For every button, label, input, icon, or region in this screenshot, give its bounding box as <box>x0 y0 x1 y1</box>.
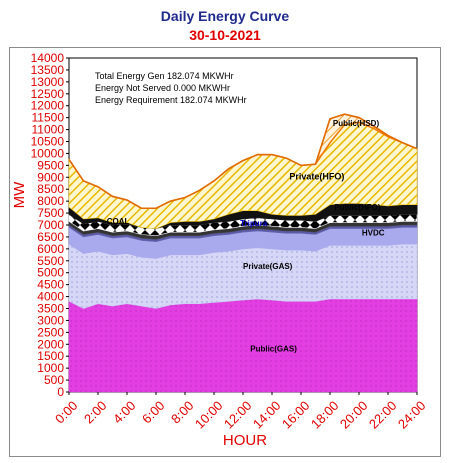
x-tick-label: 6:00 <box>139 398 168 427</box>
chart-frame <box>9 47 441 457</box>
y-tick-label: 9000 <box>37 170 64 184</box>
chart-title: Daily Energy Curve <box>160 8 290 24</box>
y-tick-label: 4000 <box>37 290 64 304</box>
series-areas <box>68 113 418 393</box>
x-tick-label: 12:00 <box>221 398 255 432</box>
y-tick-label: 9500 <box>37 158 64 172</box>
info-total: Total Energy Gen 182.074 MKWHr <box>95 71 234 81</box>
y-tick-label: 10000 <box>31 146 65 160</box>
y-tick-label: 12000 <box>31 99 65 113</box>
series-label: Private(HFO) <box>289 172 344 182</box>
series-labels: Public(GAS) Private(GAS) HVDC Tripura COAL Pu… <box>107 119 385 353</box>
x-tick-label: 0:00 <box>52 398 81 427</box>
series-label: Private(GAS) <box>243 262 293 271</box>
y-tick-label: 11000 <box>32 123 65 137</box>
x-tick-label: 20:00 <box>337 398 371 432</box>
x-axis: 0:00 2:00 4:00 6:00 8:0010:0012:0014:0016:00… <box>52 392 429 432</box>
y-tick-label: 13000 <box>31 75 65 89</box>
y-tick-label: 5000 <box>37 266 64 280</box>
series-label: Public(HSD) <box>333 119 380 128</box>
total-demand-line <box>68 113 418 210</box>
series-label: COAL <box>107 217 130 226</box>
y-tick-label: 1500 <box>37 349 64 363</box>
y-tick-label: 2000 <box>37 337 64 351</box>
y-tick-label: 8500 <box>37 182 64 196</box>
y-tick-label: 7000 <box>37 218 64 232</box>
y-tick-label: 14000 <box>31 51 65 65</box>
y-tick-label: 5500 <box>37 254 64 268</box>
y-tick-label: 500 <box>44 373 64 387</box>
info-not-served: Energy Not Served 0.000 MKWHr <box>95 83 230 93</box>
x-tick-label: 18:00 <box>308 398 342 432</box>
x-tick-label: 16:00 <box>279 398 313 432</box>
series-area-0 <box>68 298 418 393</box>
y-tick-label: 3000 <box>37 313 64 327</box>
y-axis-label: MW <box>11 181 28 208</box>
series-label: HVDC <box>362 229 385 238</box>
y-tick-label: 10500 <box>31 135 65 149</box>
x-tick-label: 14:00 <box>250 398 284 432</box>
y-tick-label: 4500 <box>37 278 64 292</box>
y-tick-label: 12500 <box>31 87 65 101</box>
y-axis: 0500100015002000250030003500400045005000… <box>31 51 69 399</box>
x-tick-label: 4:00 <box>110 398 139 427</box>
y-tick-label: 0 <box>57 385 64 399</box>
series-label: Public(GAS) <box>250 344 297 353</box>
y-tick-label: 2500 <box>37 325 64 339</box>
series-label: Public(HFO) <box>334 203 381 212</box>
chart-date: 30-10-2021 <box>189 27 261 43</box>
y-tick-label: 6000 <box>37 242 64 256</box>
x-axis-label: HOUR <box>223 432 267 449</box>
y-tick-label: 11500 <box>32 111 65 125</box>
x-tick-label: 2:00 <box>81 398 110 427</box>
y-tick-label: 6500 <box>37 230 64 244</box>
series-label: Tripura <box>240 219 268 228</box>
y-tick-label: 1000 <box>37 361 64 375</box>
x-tick-label: 22:00 <box>366 398 400 432</box>
y-tick-label: 13500 <box>31 63 65 77</box>
y-tick-label: 3500 <box>37 302 64 316</box>
x-tick-label: 10:00 <box>192 398 226 432</box>
x-tick-label: 24:00 <box>395 398 429 432</box>
y-tick-label: 8000 <box>37 194 64 208</box>
info-requirement: Energy Requirement 182.074 MKWHr <box>95 95 247 105</box>
y-tick-label: 7500 <box>37 206 64 220</box>
